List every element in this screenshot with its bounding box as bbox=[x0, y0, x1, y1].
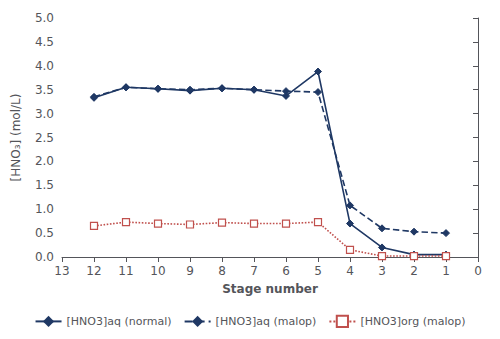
svg-text:4.5: 4.5 bbox=[35, 35, 54, 49]
svg-text:[HNO₃] (mol/L): [HNO₃] (mol/L) bbox=[9, 94, 23, 182]
svg-text:0.5: 0.5 bbox=[35, 226, 54, 240]
svg-text:2.5: 2.5 bbox=[35, 131, 54, 145]
svg-text:4.0: 4.0 bbox=[35, 59, 54, 73]
svg-text:6: 6 bbox=[282, 264, 290, 278]
svg-text:7: 7 bbox=[250, 264, 258, 278]
svg-text:5: 5 bbox=[314, 264, 322, 278]
svg-text:Stage number: Stage number bbox=[222, 282, 318, 296]
svg-text:[HNO3]aq (normal): [HNO3]aq (normal) bbox=[67, 315, 172, 328]
svg-text:13: 13 bbox=[54, 264, 69, 278]
svg-text:0.0: 0.0 bbox=[35, 250, 54, 264]
svg-text:0: 0 bbox=[474, 264, 482, 278]
svg-text:3: 3 bbox=[378, 264, 386, 278]
svg-text:9: 9 bbox=[186, 264, 194, 278]
svg-text:[HNO3]org (malop): [HNO3]org (malop) bbox=[360, 315, 465, 328]
svg-text:1.5: 1.5 bbox=[35, 178, 54, 192]
svg-text:5.0: 5.0 bbox=[35, 11, 54, 25]
svg-text:4: 4 bbox=[346, 264, 354, 278]
svg-text:3.0: 3.0 bbox=[35, 107, 54, 121]
svg-text:1.0: 1.0 bbox=[35, 202, 54, 216]
svg-text:2: 2 bbox=[410, 264, 418, 278]
svg-text:2.0: 2.0 bbox=[35, 154, 54, 168]
svg-text:10: 10 bbox=[150, 264, 165, 278]
svg-text:3.5: 3.5 bbox=[35, 83, 54, 97]
svg-text:1: 1 bbox=[442, 264, 450, 278]
svg-text:12: 12 bbox=[86, 264, 101, 278]
svg-text:[HNO3]aq (malop): [HNO3]aq (malop) bbox=[216, 315, 317, 328]
svg-text:8: 8 bbox=[218, 264, 226, 278]
svg-text:11: 11 bbox=[118, 264, 133, 278]
